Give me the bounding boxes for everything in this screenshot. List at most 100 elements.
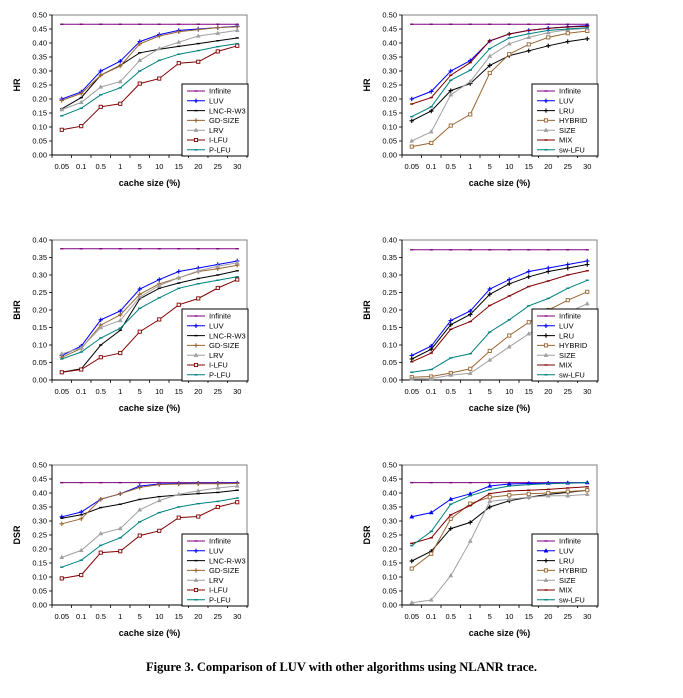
data-point <box>487 70 492 76</box>
chart-dsr-left: 0.00 0.05 0.10 0.15 0.20 0.25 0.30 0.35 0.40 0.45… <box>0 450 300 665</box>
figure-caption: Figure 3. Comparison of LUV with other a… <box>146 660 537 674</box>
data-point <box>78 99 84 105</box>
data-point <box>487 286 492 292</box>
legend-item: sw-LFU <box>537 596 585 605</box>
legend-item: P-LFU <box>187 596 231 605</box>
chart-svg: 0.000.050.100.150.200.250.300.350.400.45… <box>362 461 599 638</box>
x-tick-label: 0.1 <box>76 612 86 621</box>
y-tick-label: 0.35 <box>32 253 47 262</box>
legend-label: LRV <box>209 351 223 360</box>
x-tick-label: 1 <box>468 387 472 396</box>
x-tick-label: 1 <box>468 162 472 171</box>
legend-item: HYBRID <box>537 566 588 575</box>
legend-label: LUV <box>209 97 224 106</box>
legend-item: LRV <box>187 351 223 360</box>
data-point <box>526 34 532 40</box>
data-point <box>98 496 103 502</box>
legend-item: LRV <box>187 126 223 135</box>
data-point <box>98 84 104 89</box>
data-point <box>79 509 84 515</box>
series-size <box>409 491 590 605</box>
series-line <box>411 482 588 547</box>
data-point <box>409 376 415 381</box>
data-point <box>137 507 143 512</box>
x-tick-label: 5 <box>138 612 142 621</box>
data-point <box>59 521 64 526</box>
data-point <box>428 597 434 602</box>
data-point <box>487 348 492 353</box>
legend-marker <box>193 323 199 328</box>
y-tick-label: 0.10 <box>382 123 397 132</box>
data-point <box>137 81 142 86</box>
data-point <box>137 57 143 63</box>
data-point <box>157 317 162 322</box>
data-point <box>468 520 473 525</box>
data-point <box>428 129 434 134</box>
data-point <box>409 514 415 519</box>
series-p-lfu <box>60 497 239 568</box>
data-point <box>448 123 453 128</box>
data-point <box>565 39 570 44</box>
legend-marker <box>193 587 199 593</box>
data-point <box>409 356 414 362</box>
data-point <box>215 285 220 290</box>
series-gd-size <box>59 481 240 526</box>
data-point <box>585 488 590 493</box>
x-tick-label: 25 <box>564 162 572 171</box>
data-point <box>584 491 590 497</box>
y-tick-label: 0.45 <box>382 475 397 484</box>
series-line <box>61 485 238 558</box>
legend-item: SIZE <box>537 576 576 585</box>
series-line <box>61 29 238 111</box>
data-point <box>196 59 201 64</box>
legend-item: I-LFU <box>187 136 228 145</box>
legend-marker <box>543 568 549 573</box>
y-tick-label: 0.50 <box>382 461 397 470</box>
data-point <box>585 262 590 267</box>
data-point <box>98 530 104 536</box>
data-point <box>176 269 181 274</box>
y-tick-label: 0.05 <box>32 587 47 596</box>
x-tick-label: 0.05 <box>54 387 69 396</box>
legend-label: HYBRID <box>559 341 588 350</box>
data-point <box>157 33 162 39</box>
legend-item: LUV <box>537 322 574 331</box>
legend-label: LNC-R-W3 <box>209 106 246 115</box>
data-point <box>118 549 123 554</box>
data-point <box>78 547 84 553</box>
x-tick-label: 1 <box>118 162 122 171</box>
data-point <box>507 281 512 286</box>
data-point <box>409 558 414 564</box>
data-point <box>565 298 570 303</box>
legend-label: I-LFU <box>209 586 228 595</box>
y-tick-label: 0.25 <box>382 81 397 90</box>
legend-item: SIZE <box>537 126 576 135</box>
data-point <box>98 550 103 555</box>
data-point <box>565 265 570 271</box>
x-tick-label: 5 <box>138 162 142 171</box>
chart-bhr-right: 0.00 0.05 0.10 0.15 0.20 0.25 0.30 0.35 0.40 0.05… <box>350 225 650 440</box>
y-tick-label: 0.20 <box>382 95 397 104</box>
x-tick-label: 0.1 <box>76 162 86 171</box>
y-tick-label: 0.40 <box>382 236 397 245</box>
series-mix <box>410 486 589 545</box>
data-point <box>118 63 123 69</box>
data-point <box>506 344 512 349</box>
legend-item: I-LFU <box>187 586 228 595</box>
series-lrv <box>59 260 240 356</box>
series-line <box>411 27 588 142</box>
x-tick-label: 0.05 <box>404 612 419 621</box>
y-tick-label: 0.45 <box>32 475 47 484</box>
data-point <box>526 331 532 336</box>
data-point <box>507 277 512 282</box>
legend-item: LUV <box>537 97 574 106</box>
x-tick-label: 30 <box>583 162 591 171</box>
data-point <box>137 286 142 292</box>
data-point <box>137 41 142 47</box>
data-point <box>235 43 240 48</box>
legend-item: GD-SIZE <box>187 566 239 575</box>
series-line <box>61 270 238 373</box>
legend-marker <box>193 548 199 553</box>
x-tick-label: 20 <box>194 612 202 621</box>
series-lrv <box>59 483 240 560</box>
